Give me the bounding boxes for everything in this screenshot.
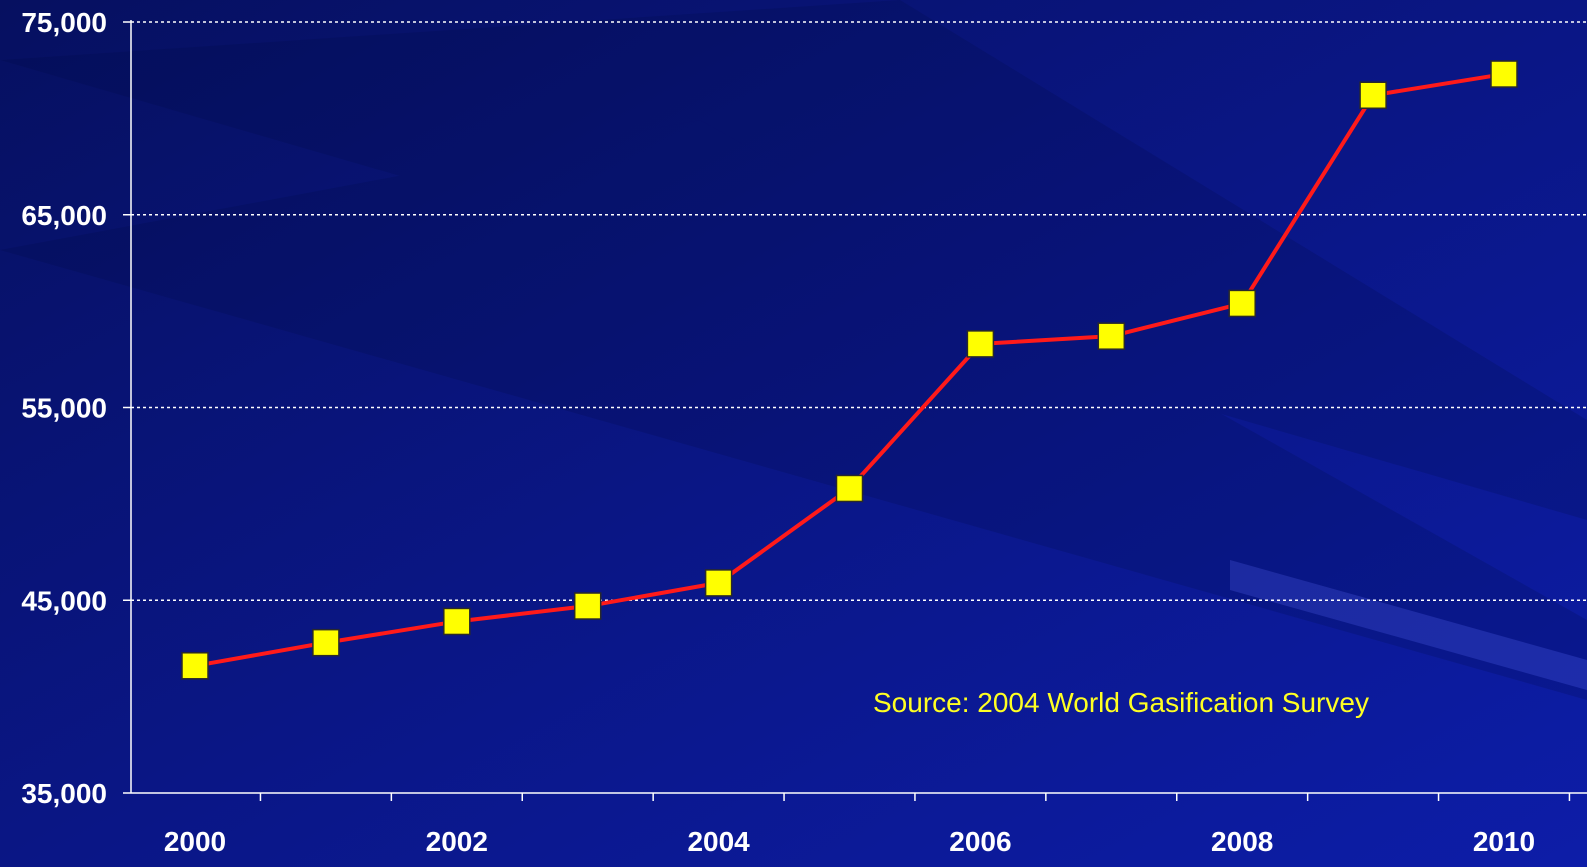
axes (123, 20, 1587, 801)
y-tick-label: 55,000 (21, 393, 107, 424)
y-tick-label: 65,000 (21, 200, 107, 231)
series-markers (181, 60, 1518, 680)
x-tick-label: 2006 (949, 826, 1011, 857)
data-point-marker (1359, 81, 1387, 109)
data-point-marker (443, 607, 471, 636)
data-point-marker (704, 569, 733, 597)
data-point-marker (573, 592, 602, 620)
data-point-marker (312, 628, 340, 657)
x-tick-label: 2008 (1211, 826, 1273, 857)
x-tick-label: 2004 (687, 826, 750, 857)
background-streaks (0, 0, 1587, 700)
x-tick-label: 2010 (1473, 826, 1535, 857)
y-tick-label: 35,000 (21, 778, 107, 809)
data-point-marker (1490, 60, 1518, 88)
gridlines (131, 21, 1587, 601)
x-tick-label: 2002 (426, 826, 488, 857)
data-point-marker (835, 474, 864, 503)
source-annotation: Source: 2004 World Gasification Survey (873, 687, 1369, 718)
data-point-marker (1097, 322, 1126, 350)
tick-labels: 35,000 45,000 55,000 65,000 75,000 2000 2002 20… (21, 7, 1535, 857)
data-point-marker (1228, 289, 1256, 318)
x-tick-label: 2000 (164, 826, 226, 857)
data-point-marker (966, 330, 995, 358)
y-tick-label: 45,000 (21, 585, 107, 616)
data-point-marker (181, 652, 209, 680)
y-tick-label: 75,000 (21, 7, 107, 38)
